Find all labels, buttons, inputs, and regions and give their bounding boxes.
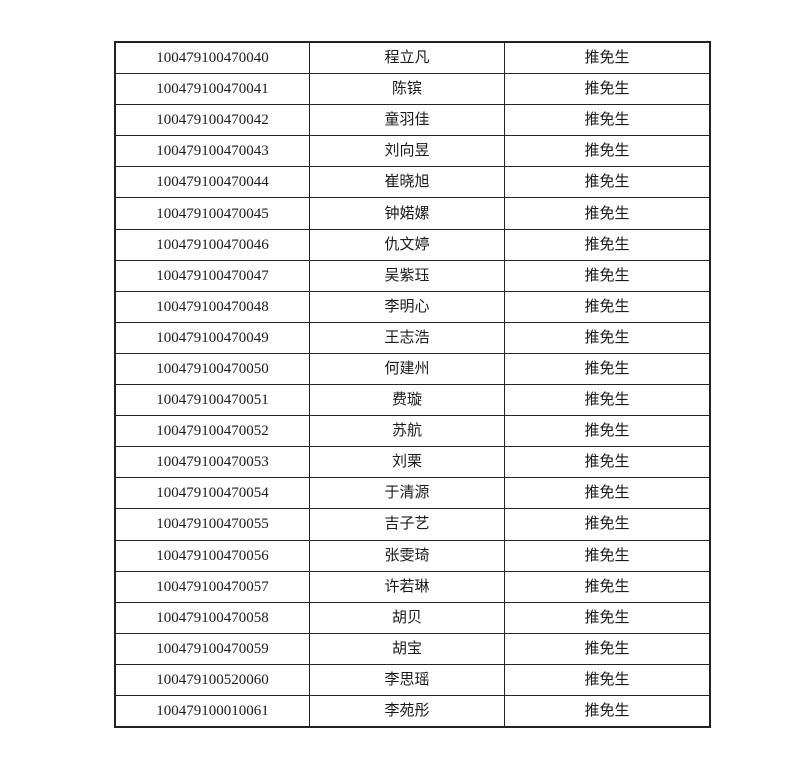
candidate-id-cell: 100479100520060 xyxy=(114,663,310,696)
candidate-id-cell: 100479100470051 xyxy=(114,384,310,417)
name-cell: 王志浩 xyxy=(309,321,505,354)
candidate-id-cell: 100479100470043 xyxy=(114,135,310,168)
name-cell: 李苑彤 xyxy=(309,694,505,728)
table-row: 100479100470047 吴紫珏 推免生 xyxy=(114,259,711,292)
table-row: 100479100470049 王志浩 推免生 xyxy=(114,321,711,354)
type-cell: 推免生 xyxy=(504,135,711,168)
table-row: 100479100010061 李苑彤 推免生 xyxy=(114,694,711,728)
candidate-id-cell: 100479100470044 xyxy=(114,166,310,199)
candidate-id-cell: 100479100470059 xyxy=(114,632,310,665)
name-cell: 刘栗 xyxy=(309,446,505,479)
table-row: 100479100470050 何建州 推免生 xyxy=(114,352,711,386)
table-row: 100479100470043 刘向昱 推免生 xyxy=(114,135,711,168)
type-cell: 推免生 xyxy=(504,41,711,75)
type-cell: 推免生 xyxy=(504,104,711,137)
candidate-id-cell: 100479100470050 xyxy=(114,352,310,386)
type-cell: 推免生 xyxy=(504,197,711,230)
name-cell: 崔晓旭 xyxy=(309,166,505,199)
type-cell: 推免生 xyxy=(504,632,711,665)
type-cell: 推免生 xyxy=(504,570,711,603)
name-cell: 于清源 xyxy=(309,477,505,510)
table-row: 100479100470048 李明心 推免生 xyxy=(114,290,711,323)
name-cell: 何建州 xyxy=(309,352,505,386)
type-cell: 推免生 xyxy=(504,477,711,510)
candidate-id-cell: 100479100470046 xyxy=(114,228,310,261)
table-body: 100479100470040 程立凡 推免生 100479100470041 陈镔 推免… xyxy=(114,41,711,728)
candidate-id-cell: 100479100470040 xyxy=(114,41,310,75)
name-cell: 张雯琦 xyxy=(309,539,505,572)
table-row: 100479100470055 吉子艺 推免生 xyxy=(114,508,711,541)
table-row: 100479100470058 胡贝 推免生 xyxy=(114,601,711,634)
type-cell: 推免生 xyxy=(504,321,711,354)
candidate-id-cell: 100479100470055 xyxy=(114,508,310,541)
table-row: 100479100470056 张雯琦 推免生 xyxy=(114,539,711,572)
type-cell: 推免生 xyxy=(504,508,711,541)
type-cell: 推免生 xyxy=(504,259,711,292)
candidate-id-cell: 100479100470053 xyxy=(114,446,310,479)
name-cell: 费璇 xyxy=(309,384,505,417)
name-cell: 刘向昱 xyxy=(309,135,505,168)
name-cell: 李明心 xyxy=(309,290,505,323)
name-cell: 陈镔 xyxy=(309,73,505,106)
type-cell: 推免生 xyxy=(504,663,711,696)
type-cell: 推免生 xyxy=(504,539,711,572)
admission-list-table: 100479100470040 程立凡 推免生 100479100470041 陈镔 推免… xyxy=(114,41,711,729)
name-cell: 苏航 xyxy=(309,415,505,448)
candidate-id-cell: 100479100470048 xyxy=(114,290,310,323)
name-cell: 许若琳 xyxy=(309,570,505,603)
type-cell: 推免生 xyxy=(504,73,711,106)
name-cell: 童羽佳 xyxy=(309,104,505,137)
type-cell: 推免生 xyxy=(504,352,711,386)
type-cell: 推免生 xyxy=(504,415,711,448)
name-cell: 李思瑶 xyxy=(309,663,505,696)
candidate-id-cell: 100479100470041 xyxy=(114,73,310,106)
table-row: 100479100470040 程立凡 推免生 xyxy=(114,41,711,75)
table-row: 100479100470045 钟婼嫘 推免生 xyxy=(114,197,711,230)
table-row: 100479100470054 于清源 推免生 xyxy=(114,477,711,510)
table-row: 100479100470046 仇文婷 推免生 xyxy=(114,228,711,261)
table-row: 100479100470059 胡宝 推免生 xyxy=(114,632,711,665)
table-row: 100479100520060 李思瑶 推免生 xyxy=(114,663,711,696)
type-cell: 推免生 xyxy=(504,290,711,323)
name-cell: 程立凡 xyxy=(309,41,505,75)
name-cell: 胡宝 xyxy=(309,632,505,665)
candidate-id-cell: 100479100470047 xyxy=(114,259,310,292)
type-cell: 推免生 xyxy=(504,384,711,417)
candidate-id-cell: 100479100470057 xyxy=(114,570,310,603)
name-cell: 仇文婷 xyxy=(309,228,505,261)
type-cell: 推免生 xyxy=(504,446,711,479)
table-row: 100479100470057 许若琳 推免生 xyxy=(114,570,711,603)
type-cell: 推免生 xyxy=(504,601,711,634)
table-row: 100479100470044 崔晓旭 推免生 xyxy=(114,166,711,199)
type-cell: 推免生 xyxy=(504,694,711,728)
table-row: 100479100470041 陈镔 推免生 xyxy=(114,73,711,106)
candidate-id-cell: 100479100470054 xyxy=(114,477,310,510)
table-row: 100479100470051 费璇 推免生 xyxy=(114,384,711,417)
candidate-id-cell: 100479100010061 xyxy=(114,694,310,728)
candidate-id-cell: 100479100470049 xyxy=(114,321,310,354)
candidate-id-cell: 100479100470058 xyxy=(114,601,310,634)
table-row: 100479100470052 苏航 推免生 xyxy=(114,415,711,448)
candidate-id-cell: 100479100470056 xyxy=(114,539,310,572)
type-cell: 推免生 xyxy=(504,228,711,261)
candidate-id-cell: 100479100470042 xyxy=(114,104,310,137)
name-cell: 钟婼嫘 xyxy=(309,197,505,230)
candidate-id-cell: 100479100470045 xyxy=(114,197,310,230)
name-cell: 胡贝 xyxy=(309,601,505,634)
table-row: 100479100470042 童羽佳 推免生 xyxy=(114,104,711,137)
name-cell: 吉子艺 xyxy=(309,508,505,541)
type-cell: 推免生 xyxy=(504,166,711,199)
candidate-id-cell: 100479100470052 xyxy=(114,415,310,448)
name-cell: 吴紫珏 xyxy=(309,259,505,292)
table-row: 100479100470053 刘栗 推免生 xyxy=(114,446,711,479)
